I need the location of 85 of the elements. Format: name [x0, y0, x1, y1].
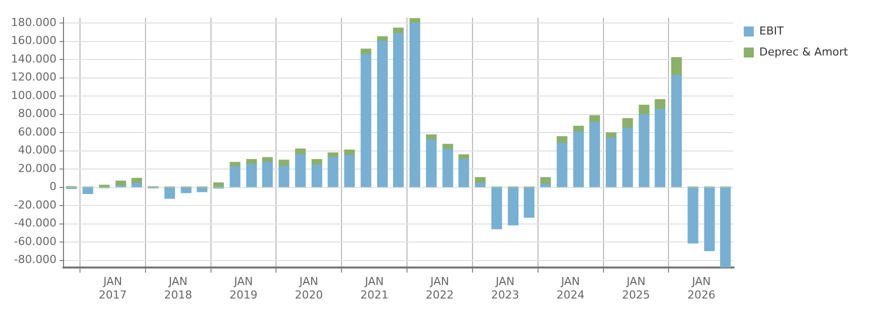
bar [164, 187, 176, 199]
bar [589, 122, 600, 188]
y-tick-label: -40.000 [14, 216, 56, 230]
bar [230, 166, 240, 188]
bar [540, 177, 551, 184]
x-tick-label: JAN 2023 [491, 275, 520, 302]
bar [524, 187, 534, 218]
y-tick-label: 140.000 [10, 52, 56, 66]
y-tick-label: 40.000 [18, 144, 56, 157]
bar [638, 114, 650, 188]
x-tick-label: JAN 2022 [426, 275, 454, 302]
bar [442, 148, 454, 188]
bar [606, 132, 616, 138]
legend-label: EBIT [759, 24, 784, 38]
bar [312, 164, 322, 188]
bar [278, 160, 290, 166]
x-tick-label: JAN 2018 [164, 275, 192, 302]
x-tick-label: JAN 2026 [687, 275, 716, 302]
bar [491, 187, 502, 230]
bar [556, 142, 568, 188]
bar [638, 104, 650, 115]
bar [196, 187, 208, 192]
bar [654, 99, 666, 110]
y-tick-label: 180.000 [10, 16, 56, 29]
bar [606, 138, 616, 188]
bar [262, 157, 273, 163]
bar [704, 187, 715, 252]
bar [393, 33, 404, 188]
bar [393, 28, 404, 34]
bar [262, 162, 273, 188]
bar [131, 182, 142, 188]
bar [295, 154, 306, 188]
x-tick-label: JAN 2025 [622, 275, 650, 302]
x-tick-label: JAN 2017 [98, 275, 127, 302]
bar [377, 36, 388, 42]
bar [344, 154, 355, 188]
bar [556, 136, 568, 144]
bar [213, 182, 224, 188]
bar [573, 131, 584, 188]
bar [295, 148, 306, 155]
legend-label: Deprec & Amort [759, 45, 849, 58]
y-tick-label: 120.000 [10, 70, 56, 84]
bar [671, 74, 682, 188]
bar [688, 187, 698, 244]
y-tick-label: -60.000 [14, 234, 56, 248]
bar [622, 128, 633, 188]
y-tick-label: 160.000 [10, 34, 56, 48]
x-tick-label: JAN 2020 [294, 275, 323, 302]
y-tick-label: 100.000 [10, 88, 56, 102]
bar [474, 177, 486, 184]
y-tick-label: 0 [49, 180, 56, 194]
bar [573, 126, 584, 132]
y-tick-label: -20.000 [14, 198, 56, 212]
bar [98, 184, 110, 188]
bar [360, 48, 372, 55]
bar [410, 18, 420, 24]
bar [312, 159, 322, 166]
bar [180, 187, 192, 194]
y-tick-label: 20.000 [18, 162, 56, 175]
bar [328, 156, 338, 188]
bar [82, 187, 94, 194]
bar [360, 54, 372, 188]
bar [328, 152, 338, 158]
y-tick-label: -80.000 [14, 253, 56, 266]
bar [720, 187, 731, 268]
y-tick-label: 60.000 [18, 125, 56, 138]
bar [344, 150, 355, 156]
x-tick-label: JAN 2021 [360, 275, 388, 302]
bar [410, 22, 420, 188]
bar [474, 182, 486, 188]
bar [671, 57, 682, 76]
bar [246, 164, 257, 188]
bar [377, 40, 388, 188]
bar [426, 139, 437, 188]
x-tick-label: JAN 2024 [556, 275, 584, 302]
bar [458, 159, 470, 188]
bar [115, 180, 126, 186]
bar [246, 159, 257, 164]
bar [622, 118, 633, 128]
bar [508, 187, 519, 226]
bar [654, 108, 666, 188]
bar [278, 166, 290, 188]
y-tick-label: 80.000 [18, 107, 56, 120]
bar [230, 162, 240, 168]
x-tick-label: JAN 2019 [229, 275, 258, 302]
